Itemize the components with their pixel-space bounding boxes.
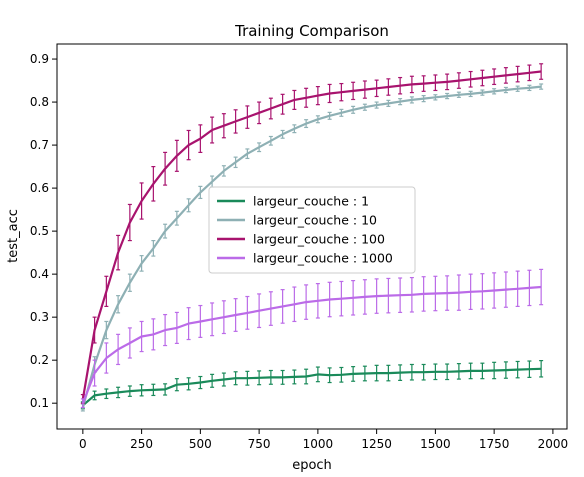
legend-label: largeur_couche : 1 <box>253 194 369 209</box>
legend-label: largeur_couche : 10 <box>253 213 377 228</box>
y-tick-label: 0.5 <box>30 224 49 238</box>
plot-frame <box>56 43 568 430</box>
y-axis: 0.1 0.2 0.3 0.4 0.5 0.6 0.7 0.8 0.9 <box>30 52 57 410</box>
x-axis-label: epoch <box>292 458 332 473</box>
x-tick-label: 2000 <box>538 437 569 451</box>
series-0 <box>80 360 544 410</box>
series-3 <box>80 268 544 409</box>
y-tick-label: 0.3 <box>30 310 49 324</box>
y-tick-label: 0.8 <box>30 95 49 109</box>
legend-label: largeur_couche : 100 <box>253 232 385 247</box>
legend: largeur_couche : 1 largeur_couche : 10 lar… <box>208 186 416 274</box>
legend-label: largeur_couche : 1000 <box>253 251 393 266</box>
y-tick-label: 0.6 <box>30 181 49 195</box>
x-tick-label: 1250 <box>361 437 392 451</box>
x-tick-label: 1000 <box>303 437 334 451</box>
y-axis-label: test_acc <box>6 209 21 263</box>
series-line <box>82 367 542 407</box>
x-tick-label: 750 <box>248 437 271 451</box>
x-tick-label: 1500 <box>420 437 451 451</box>
y-tick-label: 0.9 <box>30 52 49 66</box>
y-tick-label: 0.7 <box>30 138 49 152</box>
legend-box <box>208 186 416 274</box>
x-tick-label: 1750 <box>479 437 510 451</box>
y-tick-label: 0.4 <box>30 267 49 281</box>
series-line <box>81 285 542 404</box>
series-2 <box>80 63 544 404</box>
y-tick-label: 0.1 <box>30 396 49 410</box>
x-tick-label: 500 <box>189 437 212 451</box>
series-layer <box>80 63 544 412</box>
chart-title: Training Comparison <box>234 22 389 40</box>
x-tick-label: 0 <box>79 437 87 451</box>
x-tick-label: 250 <box>130 437 153 451</box>
series-line <box>81 70 542 400</box>
y-tick-label: 0.2 <box>30 353 49 367</box>
x-axis: 0 250 500 750 1000 1250 1500 1750 2000 <box>79 429 568 451</box>
series-1 <box>80 83 544 412</box>
series-line <box>81 85 542 408</box>
